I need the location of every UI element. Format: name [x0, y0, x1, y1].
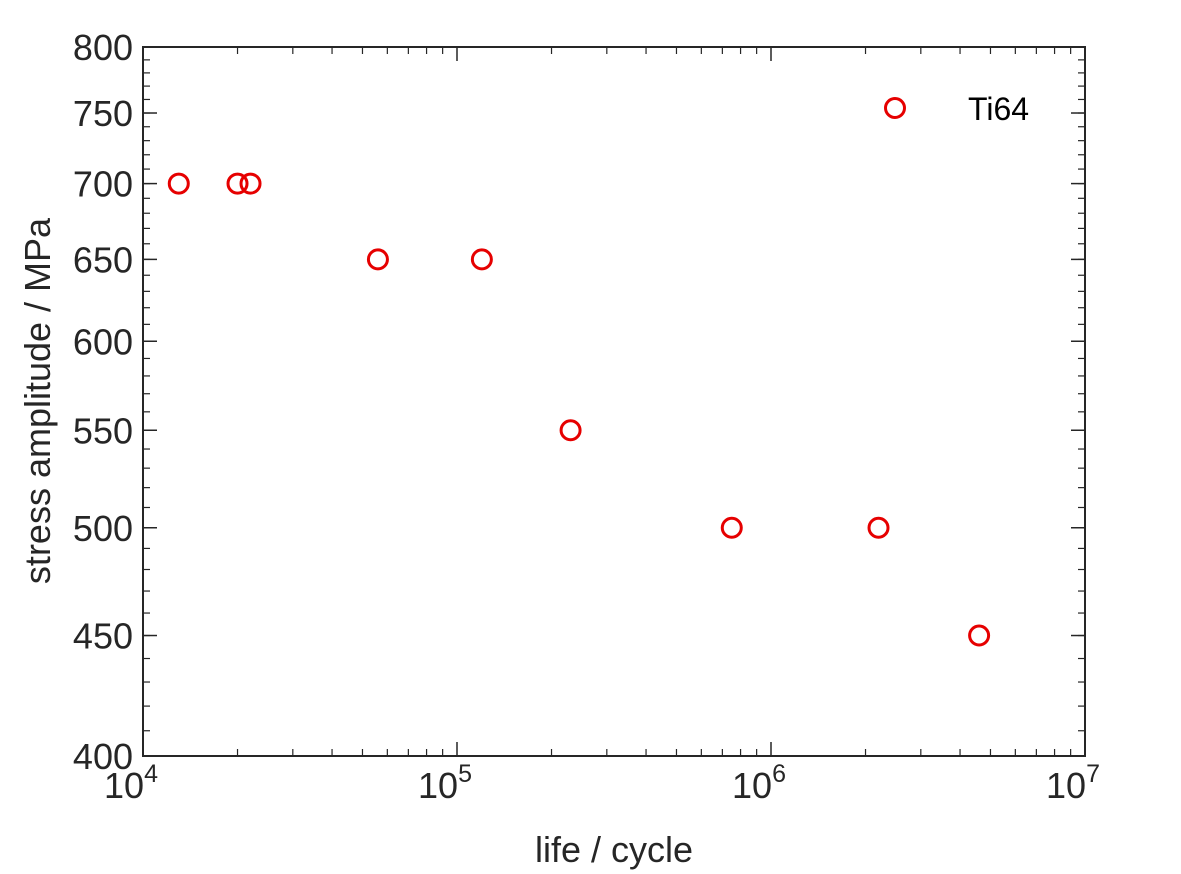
y-tick-label: 400 [73, 736, 133, 777]
x-tick-exponent: 5 [458, 760, 472, 788]
y-tick-labels: 400 450 500 550 600 650 700 750 800 [73, 27, 133, 777]
legend: Ti64 [884, 91, 1029, 127]
x-tick-label: 104 [104, 760, 158, 806]
x-tick-base: 10 [732, 765, 772, 806]
x-tick-base: 10 [104, 765, 144, 806]
data-point [968, 624, 991, 647]
data-point [239, 172, 262, 195]
x-tick-exponent: 4 [144, 760, 158, 788]
plot-frame [142, 46, 1086, 757]
x-tick-labels: 104 105 106 107 [104, 760, 1100, 806]
legend-label: Ti64 [968, 91, 1029, 127]
x-tick-label: 107 [1046, 760, 1100, 806]
y-tick-label: 800 [73, 27, 133, 68]
legend-marker [884, 97, 906, 119]
x-tick-base: 10 [1046, 765, 1086, 806]
y-tick-label: 700 [73, 164, 133, 205]
y-tick-label: 650 [73, 239, 133, 280]
data-points [167, 172, 991, 647]
y-tick-label: 750 [73, 93, 133, 134]
x-tick-exponent: 6 [772, 760, 786, 788]
y-tick-label: 600 [73, 321, 133, 362]
data-point [167, 172, 190, 195]
y-tick-label: 550 [73, 410, 133, 451]
y-axis-label: stress amplitude / MPa [17, 217, 58, 584]
data-point [366, 248, 389, 271]
data-point [470, 248, 493, 271]
axis-ticks [142, 46, 1086, 757]
data-point [559, 419, 582, 442]
data-point [226, 172, 249, 195]
x-axis-label: life / cycle [535, 829, 693, 870]
x-tick-label: 105 [418, 760, 472, 806]
y-tick-label: 450 [73, 616, 133, 657]
data-point [867, 516, 890, 539]
x-tick-base: 10 [418, 765, 458, 806]
data-point [720, 516, 743, 539]
x-tick-exponent: 7 [1086, 760, 1100, 788]
x-tick-label: 106 [732, 760, 786, 806]
y-tick-label: 500 [73, 508, 133, 549]
